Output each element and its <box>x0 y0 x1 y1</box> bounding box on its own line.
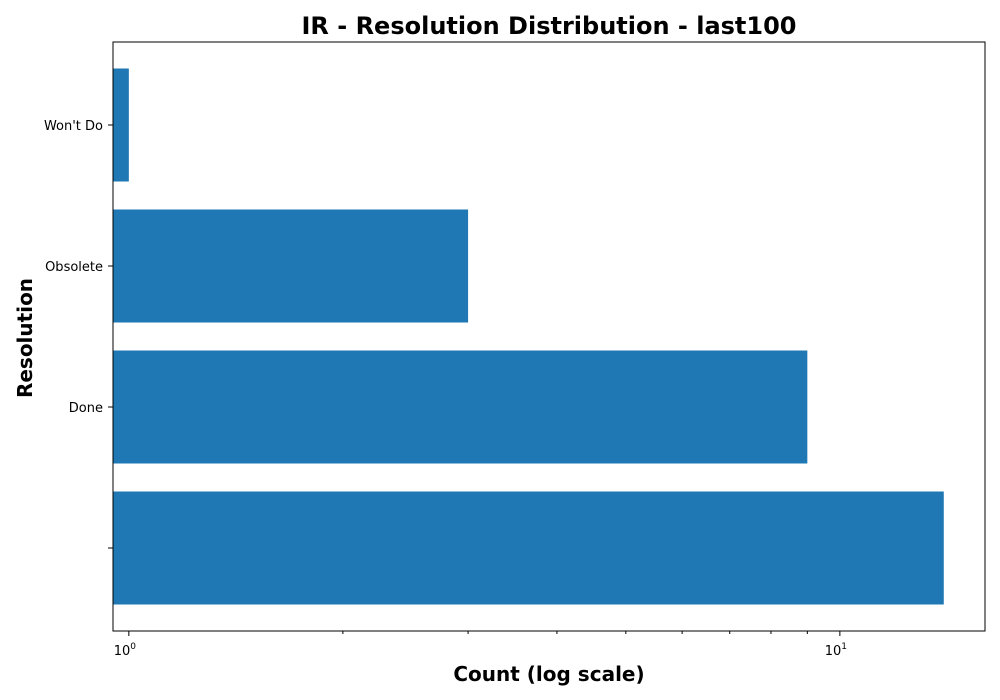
bar <box>113 491 944 605</box>
x-tick-label: 101 <box>825 642 847 659</box>
bar <box>113 68 129 182</box>
x-tick-label: 100 <box>114 642 137 659</box>
y-tick-label: Done <box>69 401 103 416</box>
bar <box>113 350 808 464</box>
plot-frame <box>112 41 986 632</box>
y-tick-label: Won't Do <box>44 119 103 134</box>
bar <box>113 209 469 323</box>
x-axis-label: Count (log scale) <box>453 662 644 686</box>
ticks-layer: Done Obsolete Won't Do 100 101 <box>44 119 847 659</box>
y-axis-label: Resolution <box>13 278 37 398</box>
y-tick-label: Obsolete <box>45 260 103 275</box>
chart-title: IR - Resolution Distribution - last100 <box>301 12 796 40</box>
bars-layer <box>113 68 944 605</box>
